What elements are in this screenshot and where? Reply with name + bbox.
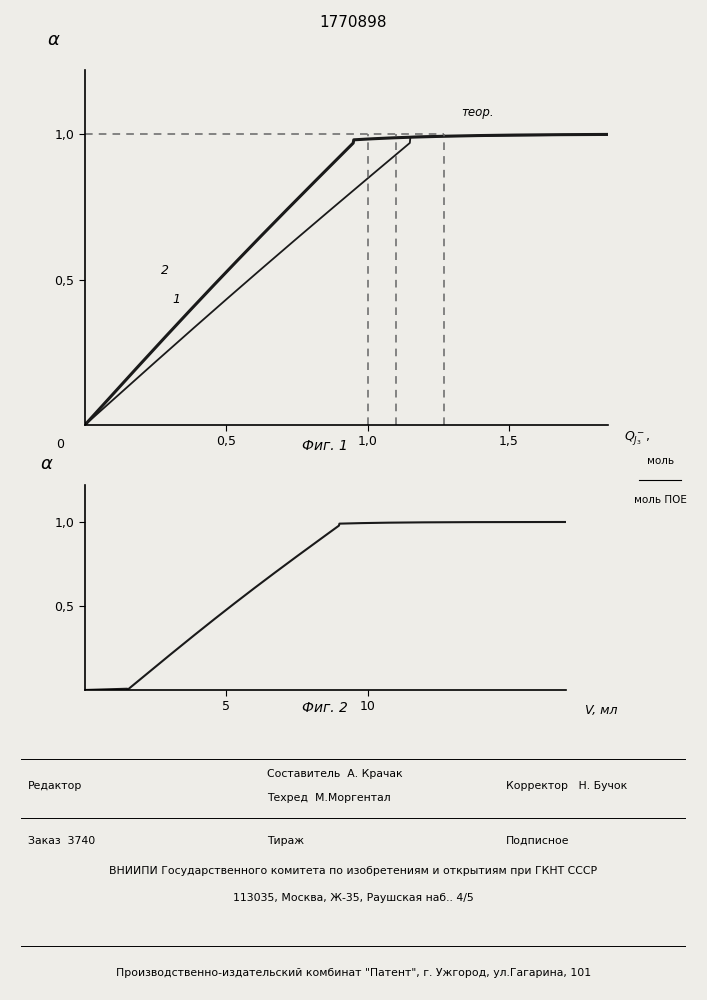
- Text: 2: 2: [161, 264, 169, 277]
- Text: Фиг. 1: Фиг. 1: [303, 439, 348, 453]
- Text: Корректор   Н. Бучок: Корректор Н. Бучок: [506, 781, 628, 791]
- Text: V, мл: V, мл: [585, 704, 617, 717]
- Text: моль: моль: [647, 456, 674, 466]
- Text: 1: 1: [173, 293, 180, 306]
- Text: 1770898: 1770898: [320, 15, 387, 30]
- Text: Подписное: Подписное: [506, 836, 570, 846]
- Text: теор.: теор.: [462, 106, 494, 119]
- Text: α: α: [47, 31, 59, 49]
- Text: Фиг. 2: Фиг. 2: [303, 702, 348, 716]
- Text: Производственно-издательский комбинат "Патент", г. Ужгород, ул.Гагарина, 101: Производственно-издательский комбинат "П…: [116, 968, 591, 978]
- Text: α: α: [40, 455, 52, 473]
- Text: моль ПОЕ: моль ПОЕ: [634, 495, 686, 505]
- Text: Составитель  А. Крачак: Составитель А. Крачак: [267, 769, 403, 779]
- Text: ВНИИПИ Государственного комитета по изобретениям и открытиям при ГКНТ СССР: ВНИИПИ Государственного комитета по изоб…: [110, 866, 597, 876]
- Text: Заказ  3740: Заказ 3740: [28, 836, 95, 846]
- Text: Тираж: Тираж: [267, 836, 304, 846]
- Text: 0: 0: [56, 438, 64, 451]
- Text: Редактор: Редактор: [28, 781, 82, 791]
- Text: Техред  М.Моргентал: Техред М.Моргентал: [267, 793, 391, 803]
- Text: 113035, Москва, Ж-35, Раушская наб.. 4/5: 113035, Москва, Ж-35, Раушская наб.. 4/5: [233, 893, 474, 903]
- Text: $Q_{J_3}^-,$: $Q_{J_3}^-,$: [624, 430, 650, 448]
